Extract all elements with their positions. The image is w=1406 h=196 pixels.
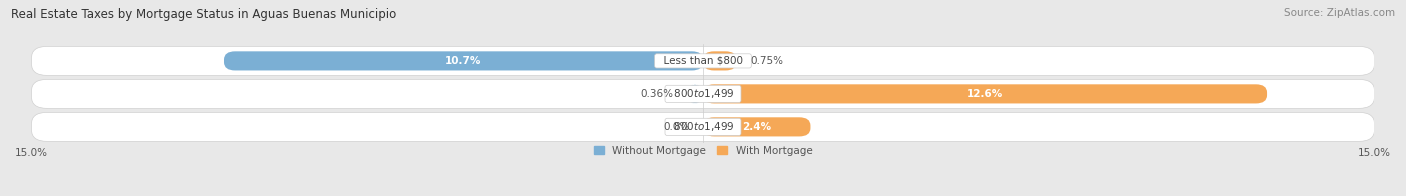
Text: 0.0%: 0.0% xyxy=(664,122,689,132)
Text: 0.36%: 0.36% xyxy=(641,89,673,99)
Text: 2.4%: 2.4% xyxy=(742,122,772,132)
FancyBboxPatch shape xyxy=(31,79,1375,108)
Text: $800 to $1,499: $800 to $1,499 xyxy=(666,120,740,133)
FancyBboxPatch shape xyxy=(31,46,1375,75)
Text: $800 to $1,499: $800 to $1,499 xyxy=(666,87,740,100)
Text: Less than $800: Less than $800 xyxy=(657,56,749,66)
Text: 10.7%: 10.7% xyxy=(446,56,482,66)
FancyBboxPatch shape xyxy=(224,51,703,70)
FancyBboxPatch shape xyxy=(703,51,737,70)
Text: Real Estate Taxes by Mortgage Status in Aguas Buenas Municipio: Real Estate Taxes by Mortgage Status in … xyxy=(11,8,396,21)
FancyBboxPatch shape xyxy=(703,84,1267,103)
Text: 0.75%: 0.75% xyxy=(749,56,783,66)
FancyBboxPatch shape xyxy=(31,112,1375,141)
Legend: Without Mortgage, With Mortgage: Without Mortgage, With Mortgage xyxy=(593,146,813,156)
FancyBboxPatch shape xyxy=(688,84,703,103)
Text: Source: ZipAtlas.com: Source: ZipAtlas.com xyxy=(1284,8,1395,18)
FancyBboxPatch shape xyxy=(703,117,810,136)
Text: 12.6%: 12.6% xyxy=(967,89,1002,99)
